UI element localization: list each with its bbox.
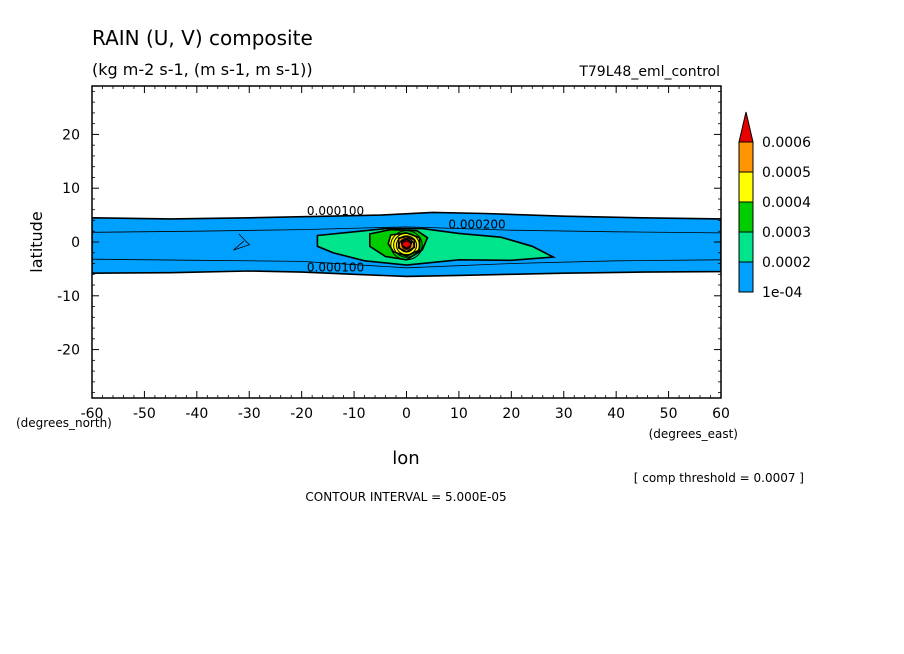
colorbar: 1e-04 0.0002 0.0003 0.0004 0.0005 0.0006 <box>738 111 811 301</box>
contour-line-4 <box>397 235 416 253</box>
peak-contour-1 <box>398 237 415 253</box>
interior-contour-0 <box>92 226 721 234</box>
x-tick-label: -10 <box>343 406 366 422</box>
x-tick-label: -20 <box>290 406 313 422</box>
x-tick-label: 20 <box>502 406 520 422</box>
colorbar-label: 0.0006 <box>762 135 811 151</box>
colorbar-label: 0.0004 <box>762 195 811 211</box>
peak-contour-2 <box>395 235 418 256</box>
peak-contour-3 <box>393 232 420 258</box>
x-tick-label: -60 <box>81 406 104 422</box>
plot-area: 0.000100 0.000200 0.000100 -60 -50 -40 -30 -20… <box>57 85 730 422</box>
colorbar-label: 0.0005 <box>762 165 811 181</box>
chart-title: RAIN (U, V) composite <box>92 26 313 50</box>
contour-line-2 <box>368 228 429 261</box>
colorbar-segment <box>738 141 754 173</box>
y-tick-label: 20 <box>62 127 80 143</box>
y-ticks: -20 -10 0 10 20 <box>57 90 721 394</box>
x-tick-label: 0 <box>402 406 411 422</box>
colorbar-label: 1e-04 <box>762 285 802 301</box>
x-ticks: -60 -50 -40 -30 -20 -10 0 10 20 30 40 50 60 <box>81 86 730 422</box>
x-tick-label: -50 <box>133 406 156 422</box>
y-tick-label: -10 <box>57 289 80 305</box>
colorbar-segment <box>738 231 754 263</box>
colorbar-segment <box>738 171 754 203</box>
x-tick-label: 60 <box>712 406 730 422</box>
x-axis-label: lon <box>392 448 419 469</box>
contour-interval-note: CONTOUR INTERVAL = 5.000E-05 <box>305 490 506 504</box>
contour-line-1 <box>316 227 557 266</box>
x-tick-label: -30 <box>238 406 261 422</box>
contour-label-2: 0.000100 <box>307 261 364 275</box>
contour-line-0 <box>92 211 721 278</box>
dataset-label: T79L48_eml_control <box>578 64 720 80</box>
x-tick-label: 50 <box>660 406 678 422</box>
y-tick-label: -20 <box>57 343 80 359</box>
contour-lines <box>92 211 721 278</box>
x-tick-label: 40 <box>607 406 625 422</box>
x-units-label: (degrees_east) <box>649 427 738 441</box>
contour-label-1: 0.000200 <box>448 218 505 232</box>
colorbar-label: 0.0003 <box>762 225 811 241</box>
peak-contour-0 <box>401 240 412 250</box>
comp-threshold-note: [ comp threshold = 0.0007 ] <box>634 471 804 485</box>
colorbar-segment <box>738 201 754 233</box>
peak-contour-4 <box>390 230 423 261</box>
colorbar-extend-arrow <box>738 111 754 143</box>
x-tick-label: -40 <box>185 406 208 422</box>
x-tick-label: 30 <box>555 406 573 422</box>
interior-contour-2 <box>233 233 251 251</box>
y-tick-label: 10 <box>62 181 80 197</box>
y-units-label: (degrees_north) <box>16 416 112 430</box>
y-tick-label: 0 <box>71 235 80 251</box>
x-tick-label: 10 <box>450 406 468 422</box>
interior-contour-1 <box>92 258 721 269</box>
filled-contours <box>92 212 721 277</box>
contour-label-0: 0.000100 <box>307 204 364 218</box>
colorbar-segment <box>738 261 754 293</box>
colorbar-label: 0.0002 <box>762 255 811 271</box>
contour-labels: 0.000100 0.000200 0.000100 <box>307 204 506 274</box>
y-axis-label: latitude <box>27 211 46 272</box>
chart-units: (kg m-2 s-1, (m s-1, m s-1)) <box>92 60 313 79</box>
